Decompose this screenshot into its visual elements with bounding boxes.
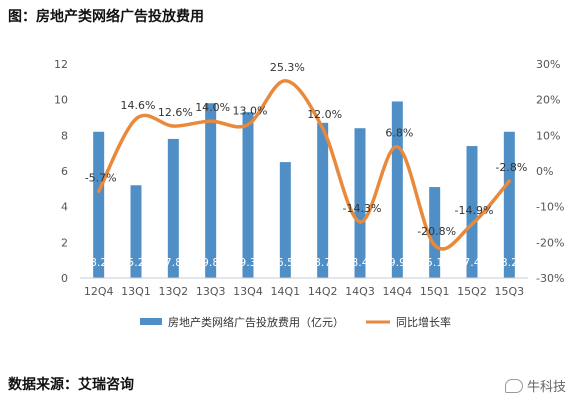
x-tick-14Q2: 14Q2 [308,285,338,298]
x-tick-15Q3: 15Q3 [495,285,525,298]
bar-label-13Q3: 9.8 [202,256,220,269]
bar-14Q1 [279,162,291,278]
left-tick-6: 6 [61,165,68,178]
left-tick-8: 8 [61,129,68,142]
growth-line [96,79,512,251]
bar-value-labels: 8.2 5.2 7.8 9.8 9.3 6.5 8.7 8.4 9.9 5.1 7.4 8.2 [90,256,518,269]
bar-15Q1 [429,187,441,278]
bar-label-15Q3: 8.2 [501,256,519,269]
growth-label-15Q2: -14.9% [455,204,494,217]
x-tick-14Q4: 14Q4 [383,285,413,298]
bar-13Q3 [205,103,217,278]
bar-label-13Q2: 7.8 [165,256,183,269]
bar-14Q2 [317,122,329,278]
growth-line-series [96,79,512,251]
x-tick-14Q1: 14Q1 [271,285,301,298]
right-tick-0%: 0% [536,165,553,178]
growth-label-14Q4: 6.8% [385,127,413,140]
bar-label-14Q2: 8.7 [314,256,332,269]
bar-label-13Q4: 9.3 [239,256,257,269]
left-tick-2: 2 [61,236,68,249]
right-tick-20%: 20% [536,94,560,107]
x-tick-12Q4: 12Q4 [84,285,114,298]
x-tick-13Q4: 13Q4 [233,285,263,298]
x-tick-13Q1: 13Q1 [121,285,151,298]
left-tick-12: 12 [54,58,68,71]
x-axis-ticks: 12Q4 13Q1 13Q2 13Q3 13Q4 14Q1 14Q2 14Q3 14Q4 15Q1… [84,285,524,298]
right-tick-30%: 30% [536,58,560,71]
bar-series [93,101,515,279]
legend-bar-label: 房地产类网络广告投放费用（亿元） [168,315,344,329]
bar-13Q2 [167,138,179,278]
bar-label-12Q4: 8.2 [90,256,108,269]
x-tick-15Q2: 15Q2 [457,285,487,298]
legend: 房地产类网络广告投放费用（亿元） 同比增长率 [140,315,451,329]
left-tick-0: 0 [61,272,68,285]
left-tick-10: 10 [54,94,68,107]
growth-label-15Q3: -2.8% [495,161,527,174]
bar-12Q4 [93,131,105,278]
watermark: 牛科技 [504,376,566,395]
growth-label-12Q4: -5.7% [85,171,117,184]
bar-14Q3 [354,128,366,278]
bar-13Q4 [242,112,254,279]
bar-label-15Q2: 7.4 [463,256,481,269]
growth-value-labels: -5.7% 14.6%12.6% 14.0% 13.0% 25.3% 12.0% -14.3… [85,61,528,238]
right-tick-10%: 10% [536,129,560,142]
legend-line-label: 同比增长率 [396,315,451,329]
growth-label-13Q3: 14.0% [195,101,230,114]
bar-label-14Q1: 6.5 [277,256,295,269]
growth-label-13Q2: 12.6% [158,106,193,119]
bar-label-15Q1: 5.1 [426,256,444,269]
left-tick-4: 4 [61,201,68,214]
bar-14Q4 [391,101,403,278]
bar-13Q1 [130,185,142,278]
bar-15Q3 [503,131,515,278]
growth-label-13Q1: 14.6% [121,99,156,112]
bar-label-14Q4: 9.9 [389,256,407,269]
growth-label-13Q4: 13.0% [233,105,268,118]
x-tick-15Q1: 15Q1 [420,285,450,298]
x-tick-13Q3: 13Q3 [196,285,226,298]
right-tick--10%: -10% [536,201,564,214]
right-axis-ticks: -30% -20% -10% 0% 10% 20% 30% [536,58,564,285]
growth-label-14Q2: 12.0% [307,108,342,121]
growth-label-15Q1: -20.8% [417,225,456,238]
legend-bar-swatch [140,318,162,325]
chat-bubble-icon [504,379,523,393]
watermark-label: 牛科技 [526,380,566,395]
source-text: 数据来源：艾瑞咨询 [8,377,134,393]
growth-label-14Q3: -14.3% [343,202,382,215]
left-axis-ticks: 0 2 4 6 8 10 12 [54,58,68,285]
x-tick-13Q2: 13Q2 [159,285,189,298]
bar-15Q2 [466,146,478,278]
growth-label-14Q1: 25.3% [270,61,305,74]
bar-label-13Q1: 5.2 [127,256,145,269]
right-tick--30%: -30% [536,272,564,285]
page-title: 图：房地产类网络广告投放费用 [8,9,204,25]
x-tick-14Q3: 14Q3 [345,285,375,298]
right-tick--20%: -20% [536,236,564,249]
bar-label-14Q3: 8.4 [351,256,369,269]
